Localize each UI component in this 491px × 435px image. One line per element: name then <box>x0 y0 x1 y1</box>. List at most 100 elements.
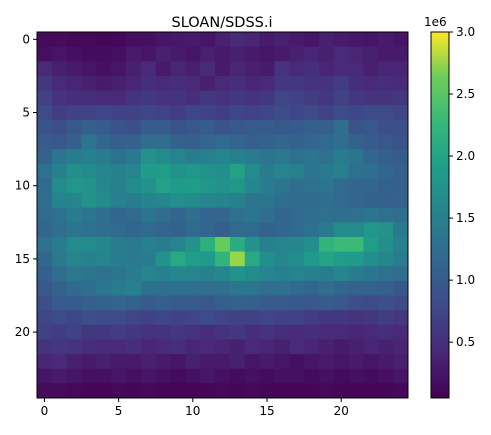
heatmap-cell <box>37 383 53 399</box>
heatmap-cell <box>244 32 260 48</box>
heatmap-cell <box>96 46 112 62</box>
heatmap-cell <box>378 134 394 150</box>
colorbar-tick-label: 2.0 <box>456 149 475 163</box>
heatmap-cell <box>274 61 290 77</box>
heatmap-cell <box>111 119 127 135</box>
heatmap-cell <box>348 193 364 209</box>
heatmap-cell <box>259 222 275 238</box>
heatmap-cell <box>244 207 260 223</box>
heatmap-cell <box>289 354 305 370</box>
heatmap-cell <box>378 251 394 267</box>
heatmap-cell <box>244 90 260 106</box>
heatmap-cell <box>229 280 246 296</box>
heatmap-cell <box>348 280 364 296</box>
heatmap-cell <box>378 222 394 238</box>
heatmap-cell <box>200 46 216 62</box>
heatmap-cell <box>244 339 260 355</box>
colorbar-tick-label: 1.0 <box>456 273 475 287</box>
heatmap-cell <box>111 236 127 252</box>
heatmap-cell <box>140 339 157 355</box>
heatmap-cell <box>348 149 364 165</box>
heatmap-cell <box>140 354 157 370</box>
heatmap-cell <box>66 46 82 62</box>
heatmap-cell <box>51 280 68 296</box>
heatmap-cell <box>170 383 186 399</box>
heatmap-cell <box>289 236 305 252</box>
heatmap-cell <box>244 310 260 326</box>
heatmap-cell <box>155 32 171 48</box>
heatmap-cell <box>81 251 97 267</box>
heatmap-cell <box>259 354 275 370</box>
heatmap-cell <box>304 134 320 150</box>
heatmap-cell <box>244 295 260 311</box>
heatmap-cell <box>37 61 53 77</box>
heatmap-cell <box>274 207 290 223</box>
heatmap-cell <box>215 310 231 326</box>
heatmap-cell <box>126 339 142 355</box>
heatmap-cell <box>170 119 186 135</box>
heatmap-cell <box>51 149 68 165</box>
heatmap-cell <box>185 149 201 165</box>
heatmap-cell <box>318 32 335 48</box>
heatmap-cell <box>37 149 53 165</box>
heatmap-cell <box>259 324 275 340</box>
heatmap-cell <box>111 383 127 399</box>
heatmap-cell <box>348 354 364 370</box>
heatmap-cell <box>289 324 305 340</box>
heatmap-cell <box>363 310 379 326</box>
heatmap-cell <box>244 251 260 267</box>
heatmap-cell <box>126 105 142 121</box>
heatmap-cell <box>348 368 364 384</box>
heatmap-cell <box>333 75 350 91</box>
heatmap-cell <box>51 324 68 340</box>
heatmap-cell <box>185 266 201 282</box>
heatmap-cell <box>318 75 335 91</box>
axes: 0 5 10 15 20 0 5 10 15 20 <box>15 32 349 418</box>
heatmap-cell <box>81 383 97 399</box>
heatmap-cell <box>126 134 142 150</box>
heatmap-cell <box>155 339 171 355</box>
heatmap-cell <box>393 105 409 121</box>
heatmap-cell <box>274 193 290 209</box>
heatmap-cell <box>333 61 350 77</box>
heatmap-cell <box>274 324 290 340</box>
heatmap-cell <box>170 324 186 340</box>
heatmap-cell <box>289 295 305 311</box>
heatmap-cell <box>304 324 320 340</box>
heatmap-cell <box>259 90 275 106</box>
heatmap-cell <box>126 32 142 48</box>
heatmap-cell <box>318 163 335 179</box>
heatmap-cell <box>378 75 394 91</box>
heatmap-cell <box>111 207 127 223</box>
heatmap-cell <box>81 149 97 165</box>
heatmap-cell <box>363 75 379 91</box>
heatmap-cell <box>215 90 231 106</box>
heatmap-cell <box>333 354 350 370</box>
heatmap-cell <box>393 149 409 165</box>
heatmap-cell <box>66 368 82 384</box>
heatmap-cell <box>259 46 275 62</box>
heatmap-cell <box>96 105 112 121</box>
heatmap-cell <box>66 32 82 48</box>
heatmap-cell <box>111 32 127 48</box>
heatmap-cell <box>140 119 157 135</box>
heatmap-cell <box>200 178 216 194</box>
heatmap-cell <box>333 149 350 165</box>
heatmap-cell <box>185 134 201 150</box>
heatmap-cell <box>289 207 305 223</box>
heatmap-cell <box>393 280 409 296</box>
heatmap-cell <box>111 280 127 296</box>
heatmap-cell <box>229 368 246 384</box>
heatmap-cell <box>274 178 290 194</box>
heatmap-cell <box>140 236 157 252</box>
heatmap-cell <box>333 236 350 252</box>
heatmap-cell <box>274 163 290 179</box>
heatmap-cell <box>37 46 53 62</box>
heatmap-cell <box>304 207 320 223</box>
heatmap-cell <box>259 193 275 209</box>
heatmap-cell <box>111 354 127 370</box>
heatmap-cell <box>185 32 201 48</box>
heatmap-cell <box>66 236 82 252</box>
heatmap-cell <box>229 310 246 326</box>
heatmap-cell <box>111 193 127 209</box>
